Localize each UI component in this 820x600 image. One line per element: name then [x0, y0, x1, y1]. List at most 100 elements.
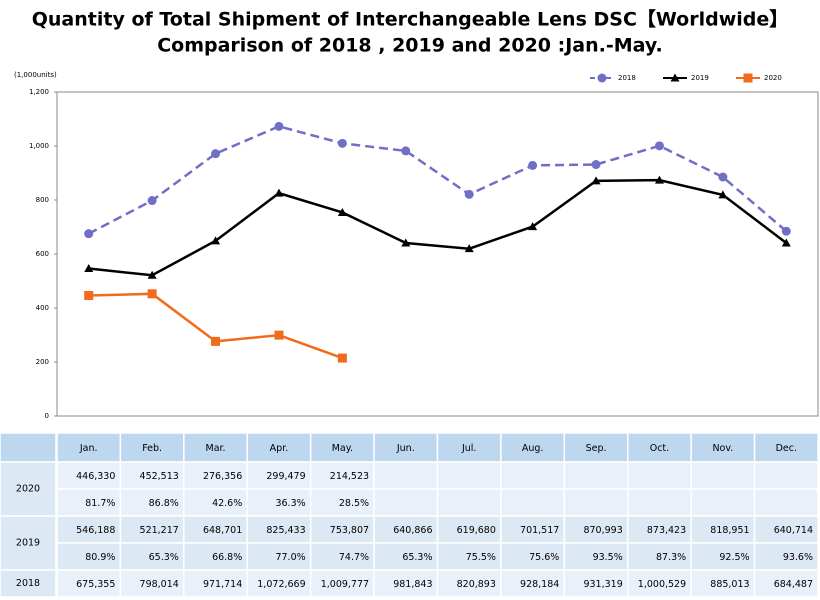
series-line — [88, 125, 788, 235]
table-value: 65.3% — [402, 552, 432, 563]
table-cell — [373, 432, 439, 463]
table-cell — [627, 488, 692, 517]
table-cell — [436, 488, 502, 517]
table-value: 86.8% — [149, 498, 179, 509]
table-cell — [500, 432, 566, 463]
marker — [654, 141, 664, 151]
marker — [401, 146, 411, 156]
table-header: Oct. — [650, 443, 669, 454]
table-cell — [627, 569, 692, 598]
table-value: 92.5% — [719, 552, 749, 563]
table-value: 701,517 — [520, 525, 559, 536]
table-header: Mar. — [206, 443, 226, 454]
marker — [654, 175, 664, 184]
table-cell — [563, 515, 629, 544]
marker — [464, 244, 474, 253]
table-header: Dec. — [776, 443, 797, 454]
table-cell — [753, 542, 819, 571]
table-value: 818,951 — [710, 525, 749, 536]
table-cell — [500, 488, 566, 517]
table-value: 981,843 — [393, 579, 432, 590]
legend-label: 2019 — [691, 74, 709, 82]
table-value: 299,479 — [266, 471, 305, 482]
legend-label: 2020 — [764, 74, 782, 82]
table-cell — [373, 488, 439, 517]
table-cell — [56, 569, 122, 598]
table-value: 36.3% — [275, 498, 305, 509]
table-cell — [309, 461, 375, 490]
table-cell — [753, 488, 819, 517]
table-cell — [753, 515, 819, 544]
table-value: 74.7% — [339, 552, 369, 563]
table-value: 65.3% — [149, 552, 179, 563]
table-cell — [753, 569, 819, 598]
table-cell — [690, 542, 756, 571]
marker — [147, 196, 157, 206]
table-value: 971,714 — [203, 579, 242, 590]
table-cell — [563, 488, 629, 517]
table-cell — [627, 461, 692, 490]
table-header: Nov. — [712, 443, 733, 454]
table-value: 75.5% — [466, 552, 496, 563]
table-value: 93.5% — [593, 552, 623, 563]
series-line — [88, 292, 343, 360]
marker — [147, 270, 157, 279]
table-cell — [0, 432, 57, 463]
table-value: 276,356 — [203, 471, 242, 482]
table-value: 675,355 — [76, 579, 115, 590]
marker — [781, 226, 791, 236]
table-cell — [56, 542, 122, 571]
table-header: Jul. — [461, 443, 476, 454]
table-value: 446,330 — [76, 471, 115, 482]
table-value: 77.0% — [275, 552, 305, 563]
marker — [718, 172, 728, 182]
table-cell — [373, 569, 439, 598]
table-cell — [690, 488, 756, 517]
row-label: 2018 — [16, 578, 40, 589]
marker — [211, 336, 221, 346]
table-cell — [500, 461, 566, 490]
table-cell — [690, 461, 756, 490]
marker — [84, 229, 94, 239]
table-value: 521,217 — [140, 525, 179, 536]
table-cell — [246, 432, 312, 463]
y-tick-label: 1,000 — [29, 142, 49, 150]
table-value: 825,433 — [266, 525, 305, 536]
marker — [781, 238, 791, 247]
table-value: 640,714 — [774, 525, 813, 536]
y-tick-label: 400 — [36, 304, 49, 312]
y-tick-label: 800 — [36, 196, 49, 204]
marker — [591, 176, 601, 185]
table-header: Jun. — [396, 443, 415, 454]
table-cell — [436, 542, 502, 571]
table-value: 798,014 — [140, 579, 179, 590]
marker — [211, 149, 221, 159]
table-value: 753,807 — [330, 525, 369, 536]
marker — [274, 330, 284, 340]
table-value: 75.6% — [529, 552, 559, 563]
chart-title: Quantity of Total Shipment of Interchang… — [32, 8, 789, 31]
marker — [401, 238, 411, 247]
table-header: Feb. — [142, 443, 162, 454]
marker — [274, 188, 284, 197]
table-cell — [119, 569, 185, 598]
table-cell — [246, 488, 312, 517]
marker — [743, 73, 753, 83]
legend-label: 2018 — [618, 74, 636, 82]
table-value: 81.7% — [85, 498, 115, 509]
table-value: 546,188 — [76, 525, 115, 536]
marker — [84, 290, 94, 300]
table-value: 640,866 — [393, 525, 432, 536]
table-header: Sep. — [586, 443, 607, 454]
table-cell — [436, 515, 502, 544]
table-value: 648,701 — [203, 525, 242, 536]
table-cell — [563, 569, 629, 598]
marker — [84, 264, 94, 273]
marker — [591, 160, 601, 170]
table-value: 870,993 — [583, 525, 622, 536]
table-cell — [563, 461, 629, 490]
table-cell — [246, 461, 312, 490]
table-value: 684,487 — [774, 579, 813, 590]
marker — [528, 222, 538, 231]
table-cell — [183, 569, 248, 598]
